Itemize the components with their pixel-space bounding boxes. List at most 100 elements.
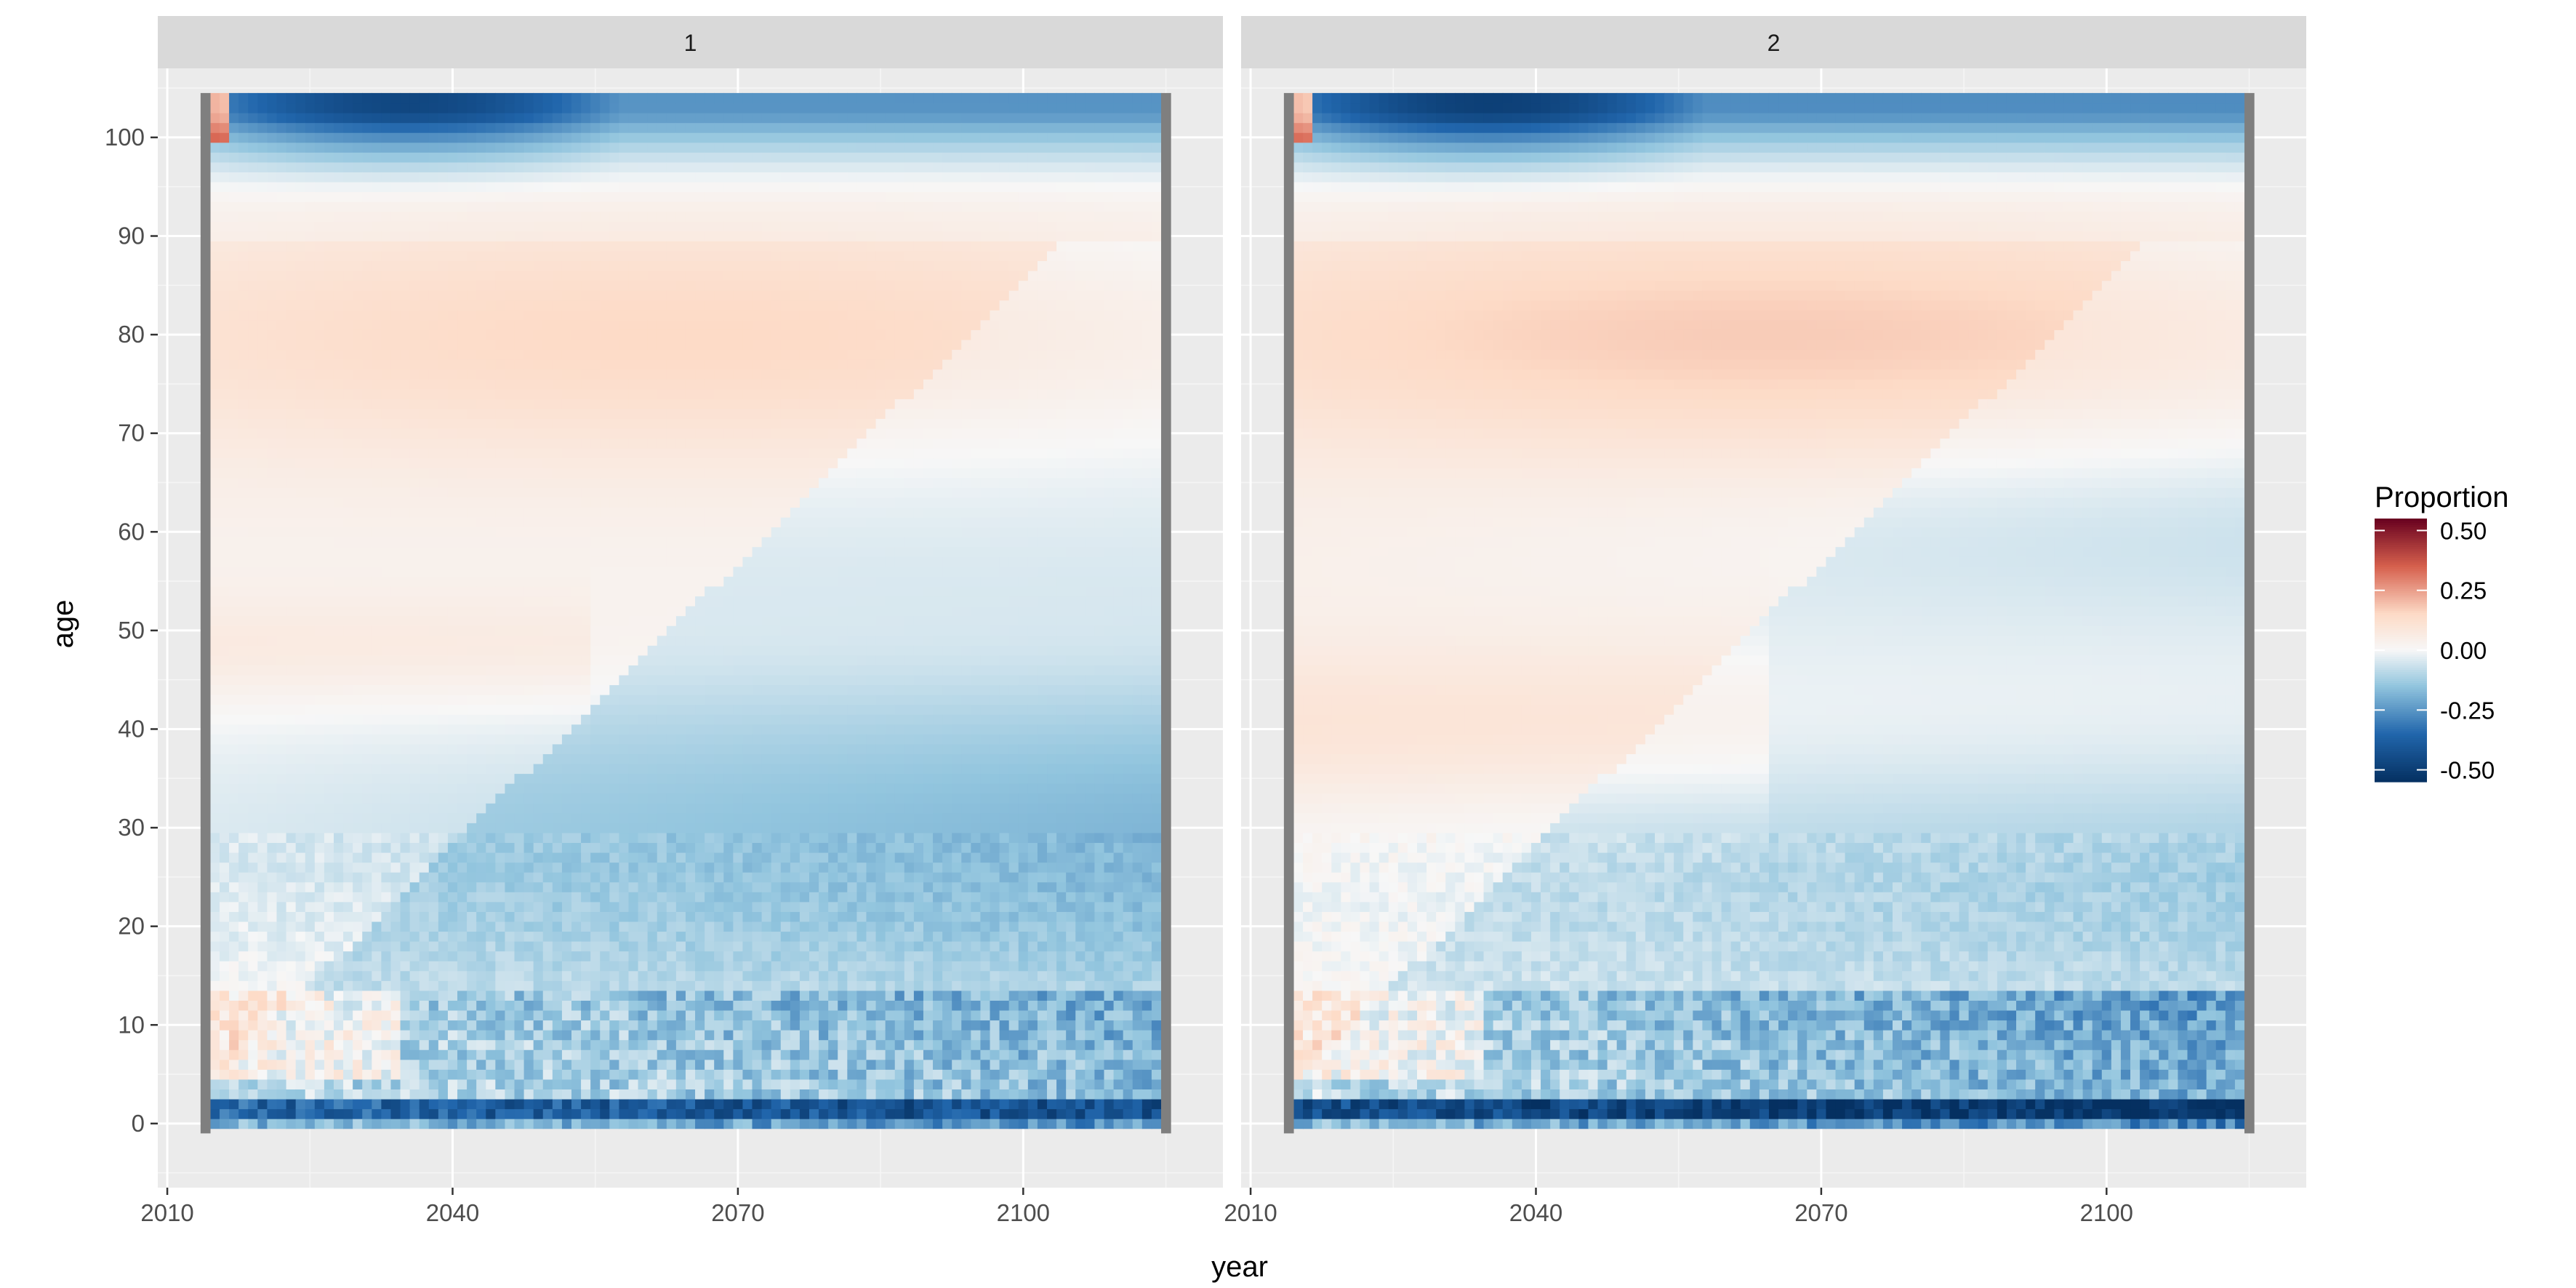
heatmap-cell — [495, 181, 506, 193]
heatmap-cell — [467, 763, 477, 775]
heatmap-cell — [343, 290, 353, 301]
heatmap-cell — [400, 665, 411, 676]
heatmap-cell — [372, 191, 382, 202]
heatmap-cell — [248, 379, 258, 390]
heatmap-cell — [409, 753, 420, 764]
heatmap-cell — [428, 428, 439, 439]
heatmap-cell — [571, 1039, 582, 1050]
heatmap-cell — [276, 1098, 287, 1110]
heatmap-cell — [314, 399, 325, 409]
heatmap-cell — [324, 487, 334, 498]
heatmap-cell — [372, 734, 382, 745]
heatmap-cell — [495, 1000, 506, 1011]
heatmap-cell — [505, 399, 515, 409]
heatmap-cell — [400, 596, 411, 607]
heatmap-cell — [561, 911, 572, 922]
heatmap-cell — [428, 655, 439, 665]
heatmap-cell — [619, 783, 630, 794]
heatmap-cell — [276, 92, 287, 104]
heatmap-cell — [295, 1000, 306, 1011]
heatmap-cell — [314, 516, 325, 528]
heatmap-cell — [647, 635, 658, 646]
heatmap-cell — [372, 724, 382, 735]
heatmap-cell — [324, 300, 334, 311]
heatmap-cell — [390, 231, 401, 241]
heatmap-cell — [428, 1108, 439, 1119]
heatmap-cell — [314, 152, 325, 163]
heatmap-cell — [381, 970, 392, 981]
heatmap-cell — [457, 122, 468, 133]
heatmap-cell — [581, 615, 591, 626]
heatmap-cell — [286, 655, 297, 665]
heatmap-cell — [609, 379, 619, 390]
heatmap-cell — [220, 329, 230, 340]
heatmap-cell — [220, 250, 230, 262]
heatmap-cell — [628, 695, 639, 705]
heatmap-cell — [372, 1009, 382, 1021]
heatmap-cell — [305, 191, 316, 202]
heatmap-cell — [209, 990, 220, 1001]
heatmap-cell — [628, 546, 639, 557]
heatmap-cell — [257, 468, 268, 479]
heatmap-cell — [409, 763, 420, 775]
heatmap-cell — [533, 448, 544, 459]
heatmap-cell — [286, 1059, 297, 1070]
heatmap-cell — [343, 576, 353, 587]
heatmap-cell — [647, 1030, 658, 1041]
heatmap-cell — [533, 901, 544, 912]
heatmap-cell — [295, 369, 306, 380]
heatmap-cell — [486, 142, 496, 153]
heatmap-cell — [542, 300, 553, 311]
heatmap-cell — [523, 1119, 534, 1129]
heatmap-cell — [647, 615, 658, 626]
heatmap-cell — [333, 329, 344, 340]
heatmap-cell — [647, 941, 658, 952]
heatmap-cell — [333, 428, 344, 439]
heatmap-cell — [409, 122, 420, 133]
heatmap-cell — [372, 516, 382, 528]
heatmap-cell — [600, 1119, 610, 1129]
heatmap-cell — [571, 931, 582, 942]
heatmap-cell — [476, 576, 486, 587]
heatmap-cell — [505, 773, 515, 784]
heatmap-cell — [295, 1009, 306, 1021]
heatmap-cell — [419, 428, 430, 439]
heatmap-cell — [286, 1119, 297, 1129]
heatmap-cell — [257, 507, 268, 518]
heatmap-cell — [238, 921, 249, 932]
heatmap-cell — [343, 596, 353, 607]
heatmap-cell — [381, 1030, 392, 1041]
heatmap-cell — [305, 546, 316, 557]
heatmap-cell — [257, 250, 268, 262]
heatmap-cell — [638, 674, 649, 686]
heatmap-cell — [286, 674, 297, 686]
heatmap-cell — [257, 1079, 268, 1090]
heatmap-cell — [248, 399, 258, 409]
heatmap-cell — [267, 773, 278, 784]
heatmap-cell — [229, 1089, 239, 1100]
heatmap-cell — [457, 931, 468, 942]
heatmap-cell — [305, 645, 316, 656]
heatmap-cell — [248, 339, 258, 351]
heatmap-cell — [571, 477, 582, 488]
heatmap-cell — [305, 556, 316, 567]
heatmap-cell — [372, 221, 382, 232]
heatmap-cell — [276, 753, 287, 764]
heatmap-cell — [476, 280, 486, 291]
heatmap-cell — [276, 921, 287, 932]
heatmap-cell — [390, 695, 401, 705]
heatmap-cell — [571, 823, 582, 833]
heatmap-cell — [647, 881, 658, 892]
heatmap-cell — [220, 1079, 230, 1090]
heatmap-cell — [581, 576, 591, 587]
heatmap-cell — [229, 132, 239, 143]
heatmap-cell — [428, 359, 439, 370]
heatmap-cell — [295, 181, 306, 193]
heatmap-cell — [457, 497, 468, 508]
heatmap-cell — [267, 823, 278, 833]
heatmap-cell — [257, 605, 268, 617]
heatmap-cell — [505, 1030, 515, 1041]
heatmap-cell — [523, 1030, 534, 1041]
heatmap-cell — [600, 1108, 610, 1119]
heatmap-cell — [381, 1020, 392, 1031]
